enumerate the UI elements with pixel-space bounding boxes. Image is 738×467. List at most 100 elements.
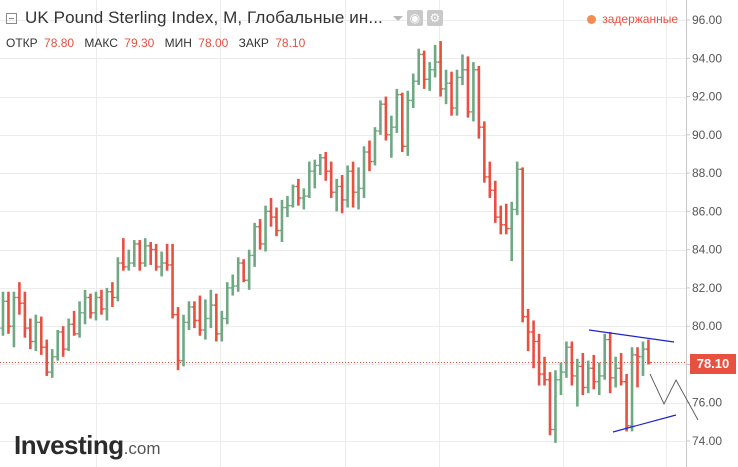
ohlc-bar xyxy=(459,54,466,86)
ohlc-bar xyxy=(109,282,115,308)
ohlc-bar xyxy=(268,197,274,227)
ohlc-bar xyxy=(613,356,619,388)
delayed-label: задержанные xyxy=(602,12,678,26)
ohlc-bar xyxy=(492,180,498,223)
ohlc-bar xyxy=(22,291,28,338)
ohlc-bar xyxy=(202,299,208,340)
ohlc-bar xyxy=(306,161,312,198)
ohlc-bar xyxy=(465,56,471,118)
ohlc-bar xyxy=(87,293,94,319)
status-dot-icon xyxy=(587,14,597,24)
upper-trendline xyxy=(588,329,675,343)
ohlc-bar xyxy=(640,341,646,376)
ohlc-bar xyxy=(66,318,72,352)
ohlc-bar xyxy=(569,341,575,386)
ohlc-bar xyxy=(241,259,247,283)
ohlc-bar xyxy=(71,310,77,336)
ohlc-bar xyxy=(350,161,356,208)
investing-logo: Investing .com xyxy=(14,430,160,461)
ohlc-bar xyxy=(323,152,329,181)
ohlc-bar xyxy=(388,115,394,158)
ohlc-bar xyxy=(295,178,301,206)
y-tick-label: 74.00 xyxy=(692,434,722,448)
ohlc-bar xyxy=(5,291,12,334)
ohlc-bar xyxy=(148,241,154,265)
ohlc-bar xyxy=(580,352,586,396)
y-tick-label: 80.00 xyxy=(692,319,722,333)
ohlc-bar xyxy=(49,349,55,378)
ohlc-bar xyxy=(427,62,433,91)
ohlc-bar xyxy=(142,238,148,267)
ohlc-bar xyxy=(399,92,405,153)
ohlc-bar xyxy=(563,341,570,378)
collapse-icon[interactable] xyxy=(6,12,17,24)
high-label: МАКС xyxy=(84,36,118,50)
ohlc-bar xyxy=(366,140,373,172)
ohlc-bar xyxy=(0,291,6,336)
ohlc-bar xyxy=(301,188,307,210)
ohlc-bar xyxy=(345,165,351,208)
ohlc-bar xyxy=(219,310,225,342)
ohlc-bar xyxy=(645,339,652,365)
ohlc-bar xyxy=(235,257,241,292)
ohlc-bar xyxy=(405,90,411,156)
ohlc-bar xyxy=(541,356,548,386)
ohlc-bar xyxy=(454,69,460,116)
chart-header: UK Pound Sterling Index, M, Глобальные и… xyxy=(6,8,443,28)
ohlc-bar xyxy=(153,243,159,271)
ohlc-bar xyxy=(230,274,236,296)
ohlc-bar xyxy=(443,69,449,105)
low-label: МИН xyxy=(164,36,192,50)
chevron-down-icon[interactable] xyxy=(392,15,403,21)
delayed-status: задержанные xyxy=(587,12,678,26)
y-tick-label: 90.00 xyxy=(692,128,722,142)
ohlc-bar xyxy=(394,88,400,133)
ohlc-bar xyxy=(175,307,181,371)
ohlc-bar xyxy=(481,121,487,183)
y-tick-label: 88.00 xyxy=(692,166,722,180)
ohlc-bar xyxy=(93,291,99,321)
y-tick-label: 94.00 xyxy=(692,51,722,65)
ohlc-bar xyxy=(38,316,44,355)
forecast-path xyxy=(649,373,699,421)
ohlc-bar xyxy=(530,320,537,369)
ohlc-bar xyxy=(44,339,50,376)
ohlc-bar xyxy=(76,301,83,338)
ohlc-bar xyxy=(547,372,553,436)
ohlc-bar xyxy=(328,161,334,198)
open-label: ОТКР xyxy=(6,36,38,50)
gear-icon[interactable]: ⚙ xyxy=(426,10,443,26)
ohlc-bar xyxy=(421,50,427,89)
ohlc-bar xyxy=(257,219,263,250)
ohlc-bar xyxy=(355,167,362,210)
ohlc-bar xyxy=(383,96,389,141)
ohlc-bar xyxy=(290,184,296,208)
close-value: 78.10 xyxy=(275,36,306,50)
ohlc-readout: ОТКР 78.80 МАКС 79.30 МИН 78.00 ЗАКР 78.… xyxy=(6,36,312,50)
logo-brand: Investing xyxy=(14,430,124,460)
ohlc-bar xyxy=(520,167,526,323)
ohlc-bar xyxy=(180,314,187,367)
ohlc-bar xyxy=(552,370,559,443)
ohlc-bar xyxy=(574,358,580,407)
low-value: 78.00 xyxy=(198,36,229,50)
ohlc-bar xyxy=(432,44,438,78)
ohlc-bar xyxy=(536,333,542,386)
chart-title[interactable]: UK Pound Sterling Index, M, Глобальные и… xyxy=(25,8,383,27)
ohlc-bar xyxy=(585,360,591,394)
ohlc-bar xyxy=(137,240,143,271)
ohlc-bar xyxy=(377,100,384,135)
ohlc-bar xyxy=(361,146,367,198)
eye-icon[interactable]: ◉ xyxy=(406,10,423,26)
ohlc-bar xyxy=(596,362,602,396)
ohlc-bar xyxy=(115,257,121,302)
ohlc-bar xyxy=(509,201,515,262)
ohlc-bar xyxy=(16,282,23,315)
ohlc-bar xyxy=(197,295,203,336)
ohlc-bar xyxy=(120,238,126,271)
ohlc-bar xyxy=(372,127,378,166)
ohlc-bar xyxy=(503,203,509,235)
ohlc-bar xyxy=(334,178,340,212)
ohlc-bar xyxy=(252,222,258,267)
